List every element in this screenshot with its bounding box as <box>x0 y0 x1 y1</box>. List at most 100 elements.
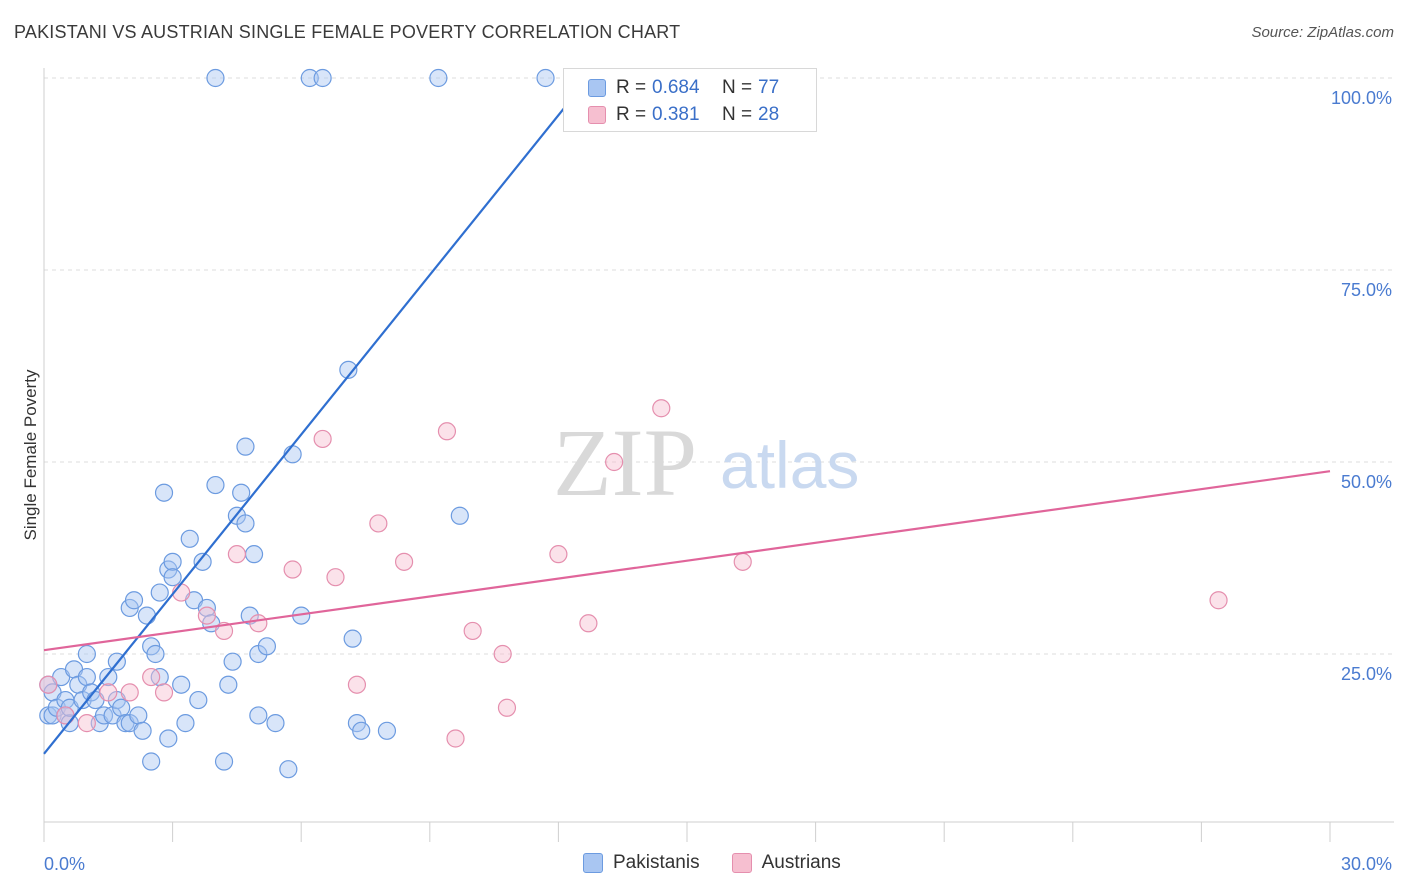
y-tick-label: 100.0% <box>1331 88 1392 108</box>
pakistani-point <box>352 721 371 740</box>
pakistani-point <box>236 437 255 456</box>
austrian-point <box>733 552 752 571</box>
austrian-point <box>497 698 517 717</box>
austrian-point <box>394 552 414 571</box>
axes <box>43 68 1394 842</box>
pakistani-point <box>313 68 332 88</box>
series-legend: Pakistanis Austrians <box>583 852 873 874</box>
pakistani-point <box>77 644 96 664</box>
austrian-point <box>446 729 465 748</box>
pakistani-point <box>219 675 238 694</box>
pakistani-point <box>206 475 225 495</box>
legend-row-austrians: R = 0.381 N = 28 <box>588 104 779 126</box>
austrian-point <box>313 429 332 449</box>
austrian-point <box>1209 591 1228 610</box>
legend-r-value: 0.684 <box>652 77 700 98</box>
correlation-legend: R = 0.684 N = 77 R = 0.381 N = 28 <box>563 68 817 132</box>
pakistani-point <box>163 552 182 571</box>
series-label-austrians: Austrians <box>761 852 841 873</box>
x-tick-label: 30.0% <box>1341 854 1392 874</box>
austrian-point <box>347 675 367 694</box>
pakistani-point <box>193 552 212 571</box>
austrian-point <box>120 683 139 702</box>
pakistani-point <box>450 506 469 525</box>
austrian-point <box>605 452 624 472</box>
austrian-point <box>493 644 512 664</box>
source-label: Source: ZipAtlas.com <box>1251 24 1394 41</box>
legend-swatch-pakistanis <box>588 79 606 97</box>
pakistani-point <box>214 752 234 771</box>
y-tick-label: 50.0% <box>1341 472 1392 492</box>
legend-swatch-austrians <box>588 106 606 124</box>
austrian-point <box>99 683 118 702</box>
y-tick-label: 25.0% <box>1341 664 1392 684</box>
pakistani-point <box>159 729 178 748</box>
pakistani-point <box>377 721 397 740</box>
pakistani-point <box>77 667 96 687</box>
austrian-point <box>142 667 161 687</box>
pakistani-point <box>339 360 358 379</box>
legend-n-value: 77 <box>758 77 780 98</box>
legend-n-value: 28 <box>758 104 780 125</box>
data-points <box>39 68 1228 779</box>
legend-n-label: N = <box>722 104 753 125</box>
legend-r-value: 0.381 <box>652 104 700 125</box>
tick-labels: 25.0% 50.0% 75.0% 100.0% 0.0% 30.0% <box>44 88 1392 874</box>
austrian-point <box>652 399 671 418</box>
pakistani-point <box>99 667 118 687</box>
series-swatch-pakistanis <box>583 853 603 873</box>
austrian-point <box>197 606 216 625</box>
y-axis-label: Single Female Poverty <box>21 369 40 541</box>
pakistani-point <box>236 514 255 533</box>
pakistani-point <box>232 483 251 502</box>
pakistani-point <box>172 675 191 694</box>
pakistani-point <box>163 568 182 587</box>
pakistani-point <box>223 652 242 671</box>
pakistani-point <box>257 637 277 656</box>
pakistani-point <box>133 721 152 740</box>
watermark-zip: ZIP <box>553 409 697 516</box>
pakistani-point <box>146 644 165 664</box>
pakistani-point <box>343 629 362 648</box>
trend-lines <box>43 77 1331 755</box>
pakistani-point <box>150 583 169 602</box>
pakistani-point <box>189 690 208 710</box>
series-legend-pakistanis: Pakistanis <box>583 852 700 874</box>
pakistani-point <box>176 714 195 733</box>
pakistani-point <box>129 706 148 725</box>
series-label-pakistanis: Pakistanis <box>613 852 700 873</box>
series-swatch-austrians <box>731 853 752 873</box>
austrian-point <box>326 568 345 587</box>
austrian-point <box>463 621 482 641</box>
y-tick-label: 75.0% <box>1341 280 1392 300</box>
austrian-point <box>579 614 598 633</box>
pakistani-point <box>124 591 144 610</box>
pakistani-point <box>137 606 156 625</box>
chart-title: PAKISTANI VS AUSTRIAN SINGLE FEMALE POVE… <box>14 22 681 42</box>
legend-r-label: R = <box>616 104 647 125</box>
series-legend-austrians: Austrians <box>731 852 841 874</box>
austrian-point <box>39 675 58 694</box>
austrian-point <box>549 545 568 564</box>
pakistani-point <box>206 68 225 88</box>
legend-n-label: N = <box>722 77 753 98</box>
pakistani-point <box>249 706 268 725</box>
pakistani-point <box>300 68 319 88</box>
pakistani-point <box>536 68 555 88</box>
pakistani-point <box>142 752 161 771</box>
pakistani-point <box>180 529 199 548</box>
austrian-point <box>249 614 268 633</box>
legend-row-pakistanis: R = 0.684 N = 77 <box>588 77 779 99</box>
x-tick-label: 0.0% <box>44 854 85 874</box>
pakistani-point <box>429 68 448 88</box>
watermark-atlas: atlas <box>720 428 859 502</box>
watermark: ZIP atlas <box>553 409 859 516</box>
pakistani-point <box>279 760 298 779</box>
austrian-point <box>437 422 457 441</box>
pakistani-trend-line <box>43 77 590 755</box>
pakistani-point <box>154 483 174 502</box>
grid-lines <box>44 77 1394 655</box>
austrian-point <box>369 514 388 533</box>
austrian-trend-line <box>43 470 1331 652</box>
